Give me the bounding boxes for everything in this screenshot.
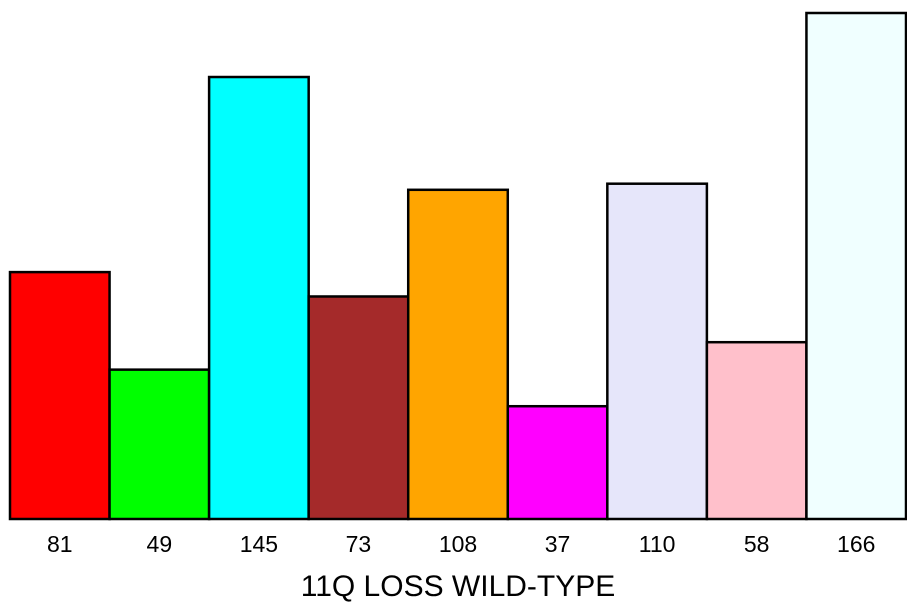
bar-81 xyxy=(8,270,111,521)
bar-110 xyxy=(606,182,709,521)
bar-73 xyxy=(307,295,410,521)
x-tick-label: 81 xyxy=(47,531,73,557)
bar-49 xyxy=(108,368,211,521)
x-tick-label: 108 xyxy=(439,531,477,557)
x-tick-label: 110 xyxy=(639,531,676,557)
x-tick-label: 145 xyxy=(240,531,278,557)
x-tick-label: 37 xyxy=(545,531,571,557)
x-tick-label: 166 xyxy=(837,531,875,557)
bar-108 xyxy=(406,188,510,521)
bar-58 xyxy=(705,340,808,521)
x-tick-labels: 81 49 145 73 108 37 110 58 166 xyxy=(47,531,875,557)
bars-group xyxy=(8,11,907,521)
x-axis-title: 11Q LOSS WILD-TYPE xyxy=(301,570,616,603)
x-tick-label: 58 xyxy=(744,531,770,557)
x-tick-label: 49 xyxy=(147,531,173,557)
bar-37 xyxy=(506,404,609,521)
bar-166 xyxy=(805,11,907,521)
bar-145 xyxy=(207,75,310,521)
x-tick-label: 73 xyxy=(346,531,372,557)
